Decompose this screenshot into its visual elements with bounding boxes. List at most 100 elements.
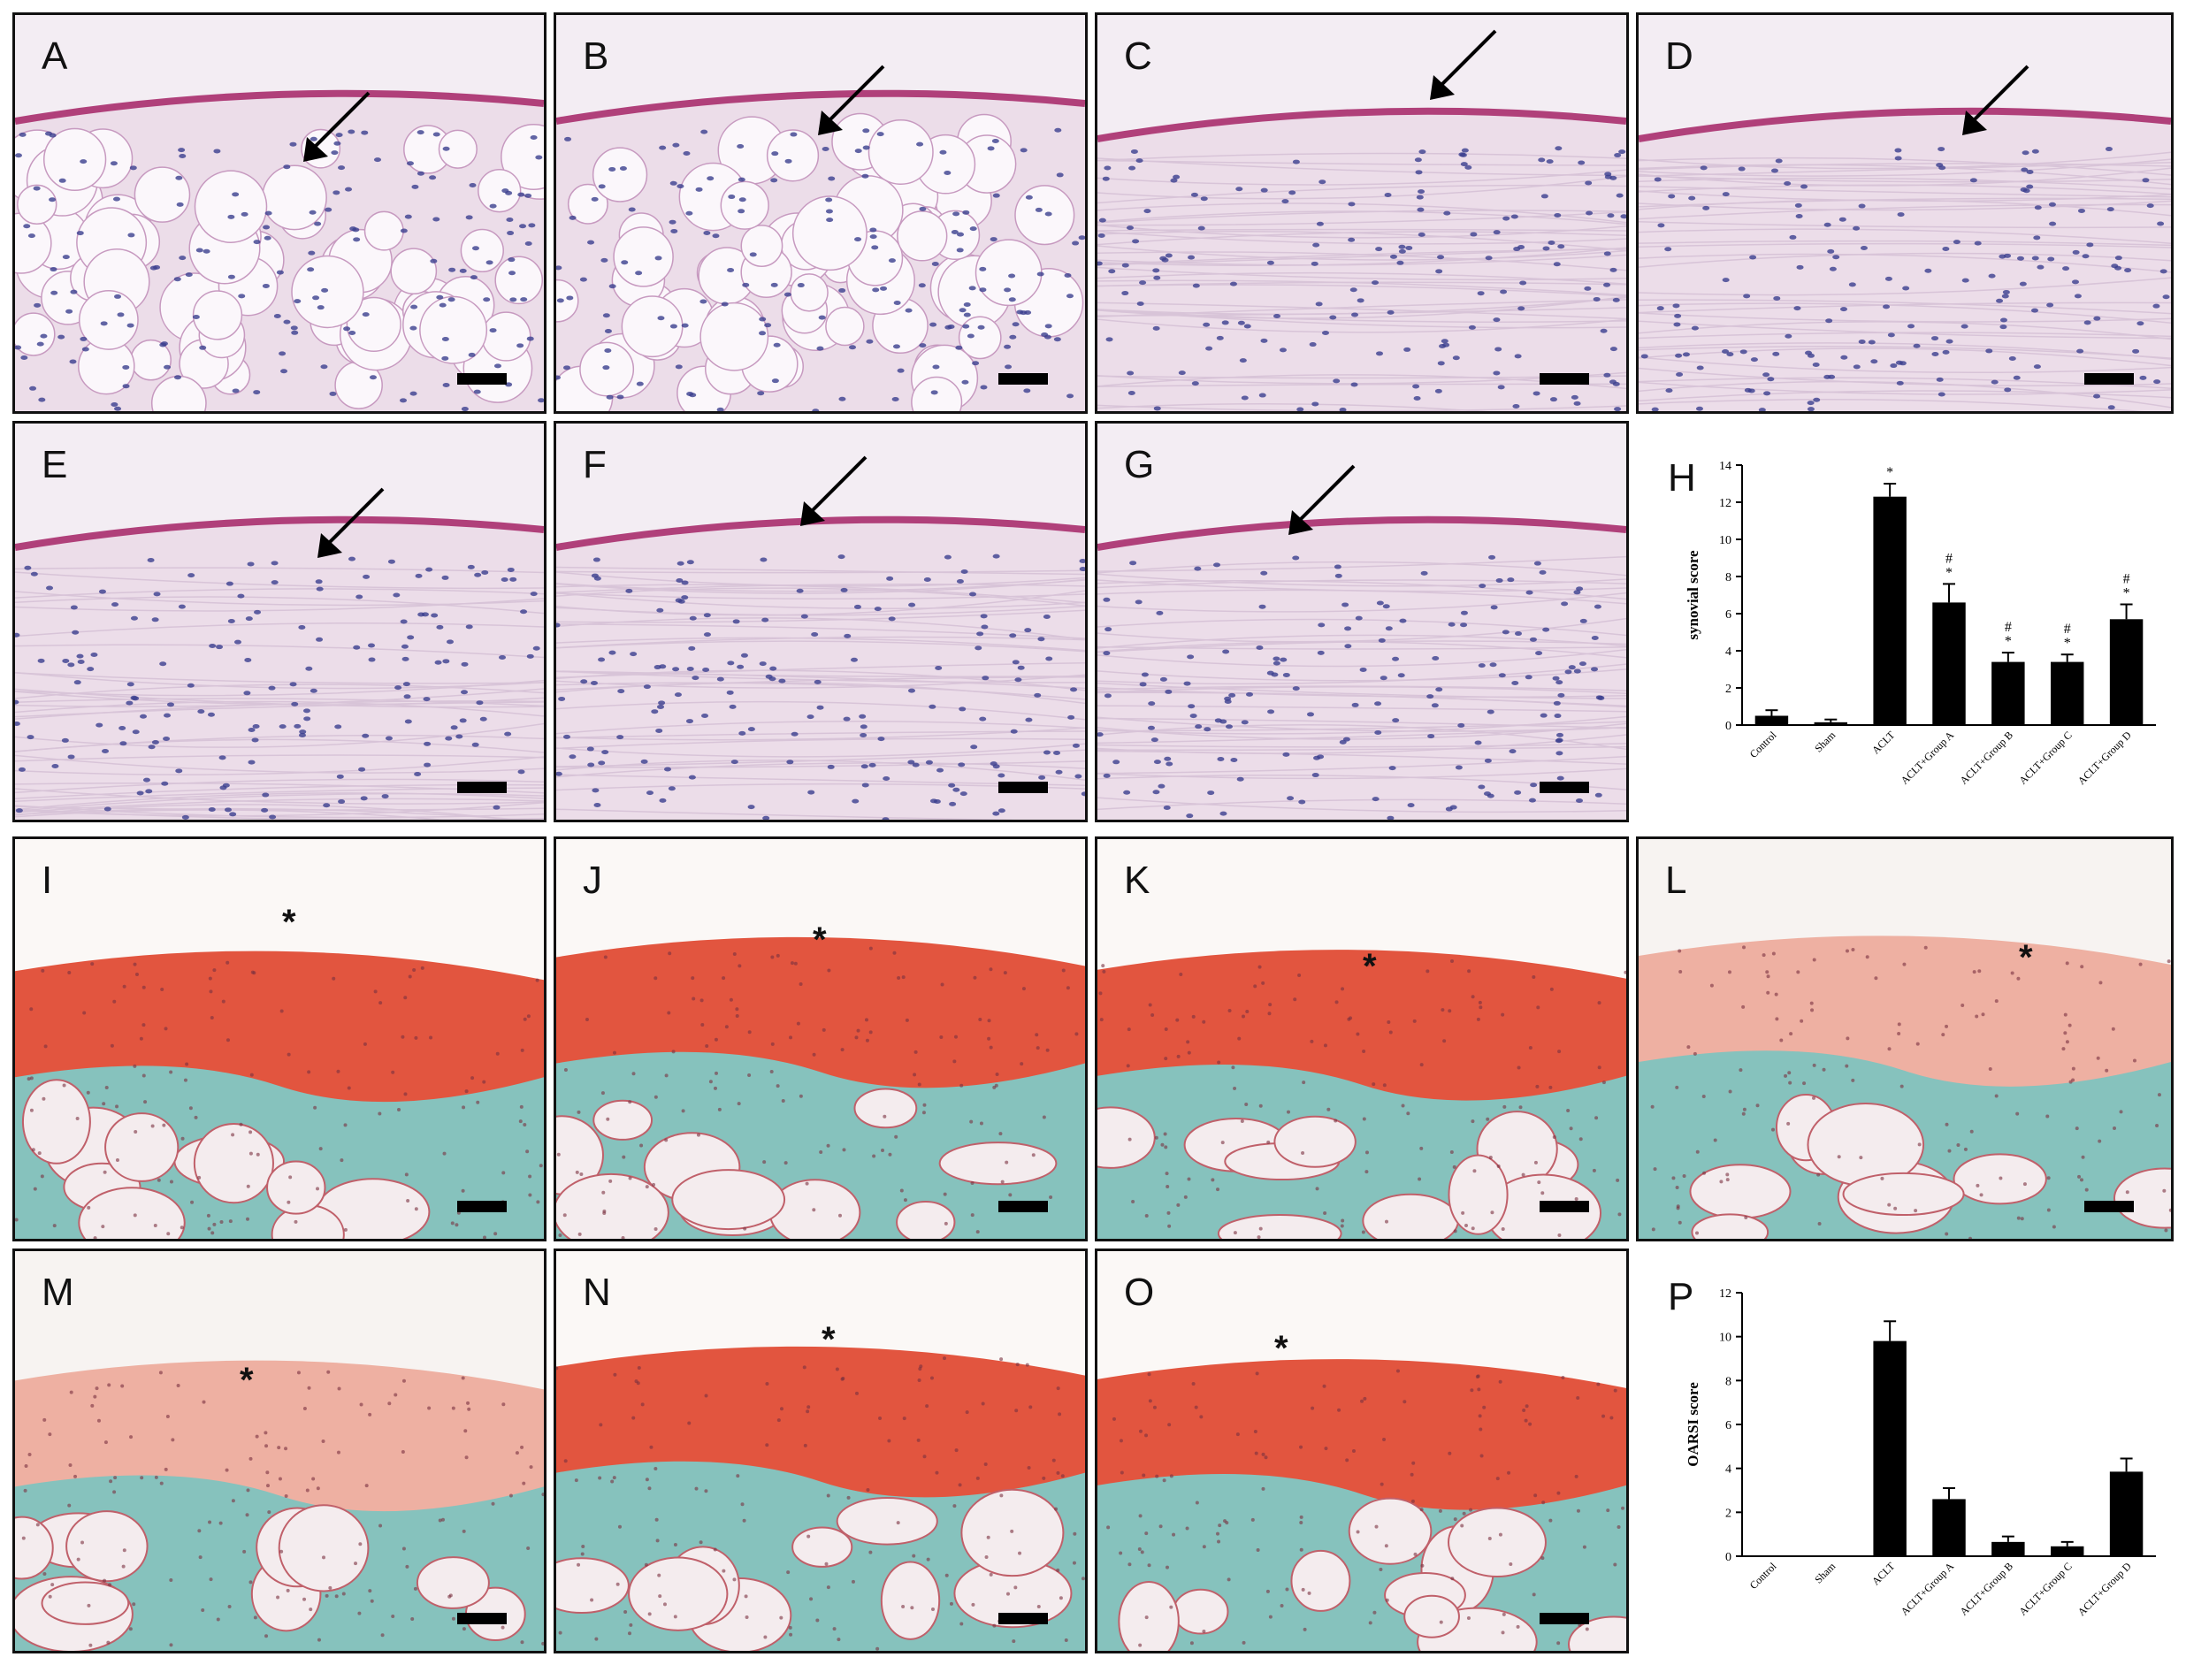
scale-bar — [457, 1201, 507, 1212]
cartilage-marker: * — [240, 1361, 254, 1400]
panel-label: K — [1124, 859, 1150, 902]
bar-group: ACLT+Group B — [1957, 1535, 2025, 1618]
panel-f: F — [554, 421, 1088, 822]
x-tick-label: Control — [1747, 729, 1779, 760]
scale-bar — [457, 782, 507, 793]
safranin-o-cartilage-image — [1639, 839, 2171, 1239]
bar-group: #* ACLT+Group C — [2016, 622, 2084, 787]
bar — [2109, 1471, 2144, 1556]
panel-b: B — [554, 12, 1088, 414]
cartilage-marker: * — [1363, 947, 1377, 986]
x-tick-label: ACLT — [1869, 729, 1898, 757]
y-tick-label: 6 — [1725, 608, 1731, 622]
bar — [1873, 496, 1907, 725]
panel-label: C — [1124, 34, 1152, 78]
he-synovium-image — [1097, 424, 1626, 820]
panel-label: O — [1124, 1271, 1155, 1314]
x-tick-label: ACLT+Group C — [2016, 1560, 2075, 1618]
x-tick-label: ACLT+Group D — [2075, 1560, 2134, 1618]
scale-bar — [1540, 782, 1589, 793]
he-synovium-image — [556, 15, 1085, 411]
scale-bar — [457, 1613, 507, 1624]
x-tick-label: ACLT+Group D — [2075, 729, 2134, 787]
he-synovium-image — [556, 424, 1085, 820]
y-tick-label: 4 — [1725, 645, 1731, 659]
panel-m: M * — [12, 1249, 546, 1653]
y-tick-label: 12 — [1719, 1287, 1731, 1301]
panel-label: E — [42, 443, 68, 486]
y-tick-label: 4 — [1725, 1463, 1731, 1477]
scale-bar — [1540, 373, 1589, 385]
scale-bar — [457, 373, 507, 385]
scale-bar — [1540, 1201, 1589, 1212]
significance-mark: # — [2123, 572, 2130, 587]
bar — [2050, 1546, 2084, 1556]
scale-bar — [2084, 373, 2134, 385]
significance-mark: * — [2064, 636, 2071, 651]
x-tick-label: Control — [1747, 1560, 1779, 1592]
safranin-o-cartilage-image — [15, 1251, 544, 1651]
panel-e: E — [12, 421, 546, 822]
arrow-icon — [800, 455, 868, 526]
panel-label: M — [42, 1271, 74, 1314]
y-tick-label: 10 — [1719, 1332, 1731, 1345]
cartilage-marker: * — [1274, 1329, 1288, 1368]
bar — [1932, 1499, 1966, 1556]
y-tick-label: 10 — [1719, 534, 1731, 547]
synovial-score-chart: 0 2 4 6 8 10 12 14 synovial score Control Sham * ACL… — [1685, 460, 2156, 787]
bar-group: Sham — [1812, 718, 1848, 755]
panel-label: B — [583, 34, 609, 78]
arrow-icon — [818, 65, 885, 135]
x-tick-label: Sham — [1812, 729, 1838, 755]
panel-g: G — [1095, 421, 1629, 822]
panel-label: L — [1665, 859, 1687, 902]
significance-mark: # — [1945, 551, 1953, 566]
panel-k: K * — [1095, 836, 1629, 1241]
x-tick-label: ACLT — [1869, 1560, 1898, 1588]
bar-group: Sham — [1812, 1560, 1838, 1586]
chart-p: P 0 2 4 6 8 10 12 OARSI score Control Sham ACLT ACL… — [1636, 1249, 2174, 1653]
y-tick-label: 2 — [1725, 683, 1731, 696]
y-tick-label: 0 — [1725, 1551, 1731, 1564]
panel-label: A — [42, 34, 68, 78]
he-synovium-image — [1097, 15, 1626, 411]
bar-group: #* ACLT+Group D — [2075, 572, 2144, 787]
x-tick-label: ACLT+Group B — [1957, 729, 2015, 787]
panel-o: O * — [1095, 1249, 1629, 1653]
cartilage-marker: * — [2019, 938, 2033, 977]
scale-bar — [998, 782, 1048, 793]
significance-mark: # — [2005, 620, 2012, 635]
y-axis-label: synovial score — [1685, 550, 1701, 640]
y-tick-label: 2 — [1725, 1507, 1731, 1520]
panel-d: D — [1636, 12, 2174, 414]
bar-group: Control — [1747, 1560, 1779, 1592]
significance-mark: * — [2123, 586, 2130, 601]
arrow-icon — [1430, 29, 1497, 100]
bar-group: ACLT+Group A — [1899, 1487, 1966, 1618]
cartilage-marker: * — [822, 1320, 836, 1359]
he-synovium-image — [15, 15, 544, 411]
scale-bar — [2084, 1201, 2134, 1212]
bar — [2050, 661, 2084, 725]
cartilage-marker: * — [282, 903, 296, 942]
y-tick-label: 12 — [1719, 497, 1731, 510]
panel-n: N * — [554, 1249, 1088, 1653]
y-tick-label: 8 — [1725, 571, 1731, 584]
panel-label: F — [583, 443, 607, 486]
panel-label: J — [583, 859, 602, 902]
significance-mark: * — [1886, 465, 1893, 480]
y-tick-label: 0 — [1725, 720, 1731, 733]
arrow-icon — [1288, 464, 1356, 535]
bar — [1873, 1340, 1907, 1556]
cartilage-marker: * — [813, 920, 827, 959]
x-tick-label: Sham — [1812, 1560, 1838, 1586]
scale-bar — [998, 373, 1048, 385]
panel-label: N — [583, 1271, 611, 1314]
bar — [1814, 722, 1848, 725]
arrow-icon — [317, 487, 385, 558]
y-tick-label: 14 — [1719, 460, 1731, 473]
safranin-o-cartilage-image — [556, 839, 1085, 1239]
bar-group: ACLT+Group C — [2016, 1540, 2084, 1618]
arrow-icon — [1962, 65, 2029, 135]
